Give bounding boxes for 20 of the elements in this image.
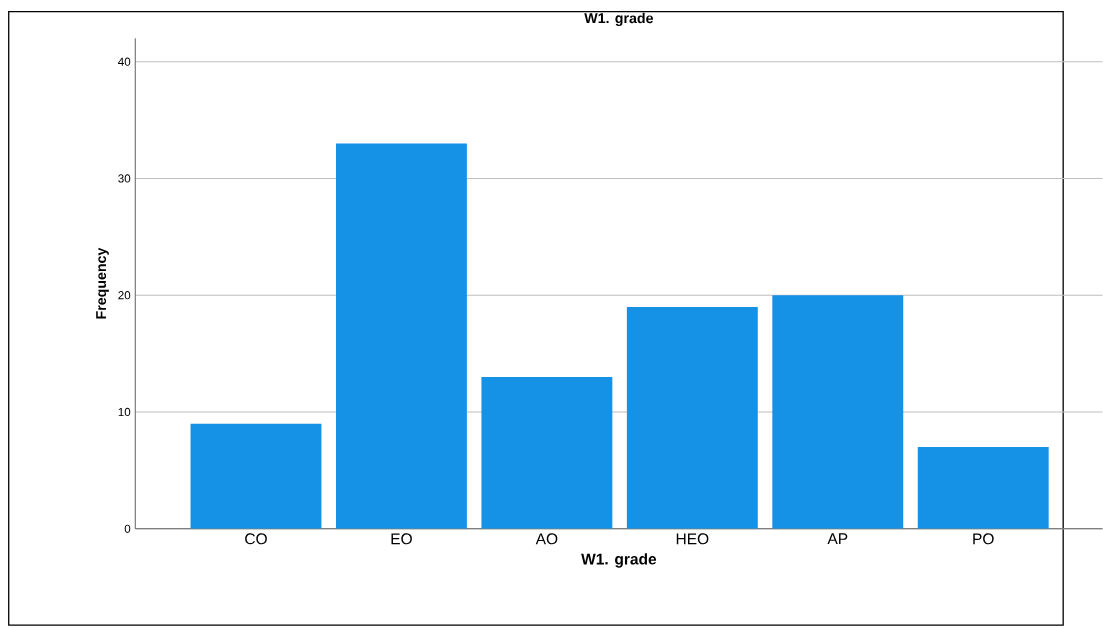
y-tick-label: 10 — [118, 407, 131, 417]
bar — [772, 295, 904, 529]
x-tick-label: EO — [391, 533, 412, 545]
y-tick-label: 30 — [118, 174, 131, 183]
x-tick-label: AP — [827, 533, 848, 544]
chart-title: W1. grade — [584, 12, 654, 27]
x-tick-label: CO — [245, 533, 267, 545]
x-axis-title: W1. grade — [581, 553, 657, 568]
x-tick-label: AO — [535, 533, 558, 545]
y-tick-label: 0 — [124, 524, 131, 533]
bar — [626, 306, 758, 529]
y-tick-label: 40 — [118, 57, 131, 66]
y-axis-title: Frequency — [96, 247, 109, 319]
bar — [190, 423, 322, 529]
bar — [335, 143, 467, 529]
y-tick-label: 20 — [118, 291, 131, 300]
x-tick-label: PO — [973, 533, 994, 545]
x-tick-label: HEO — [676, 533, 709, 545]
bar — [481, 376, 613, 529]
bar — [917, 447, 1049, 529]
